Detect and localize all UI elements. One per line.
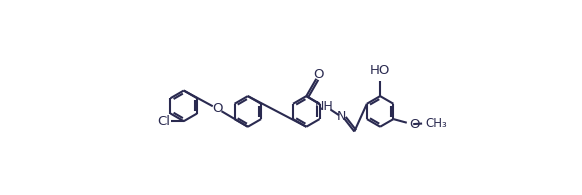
Text: O: O [212,102,222,115]
Text: N: N [337,110,346,123]
Text: Cl: Cl [157,115,170,128]
Text: NH: NH [315,100,334,113]
Text: O: O [313,68,324,81]
Text: CH₃: CH₃ [425,117,448,130]
Text: HO: HO [370,64,391,77]
Text: O: O [410,118,420,131]
